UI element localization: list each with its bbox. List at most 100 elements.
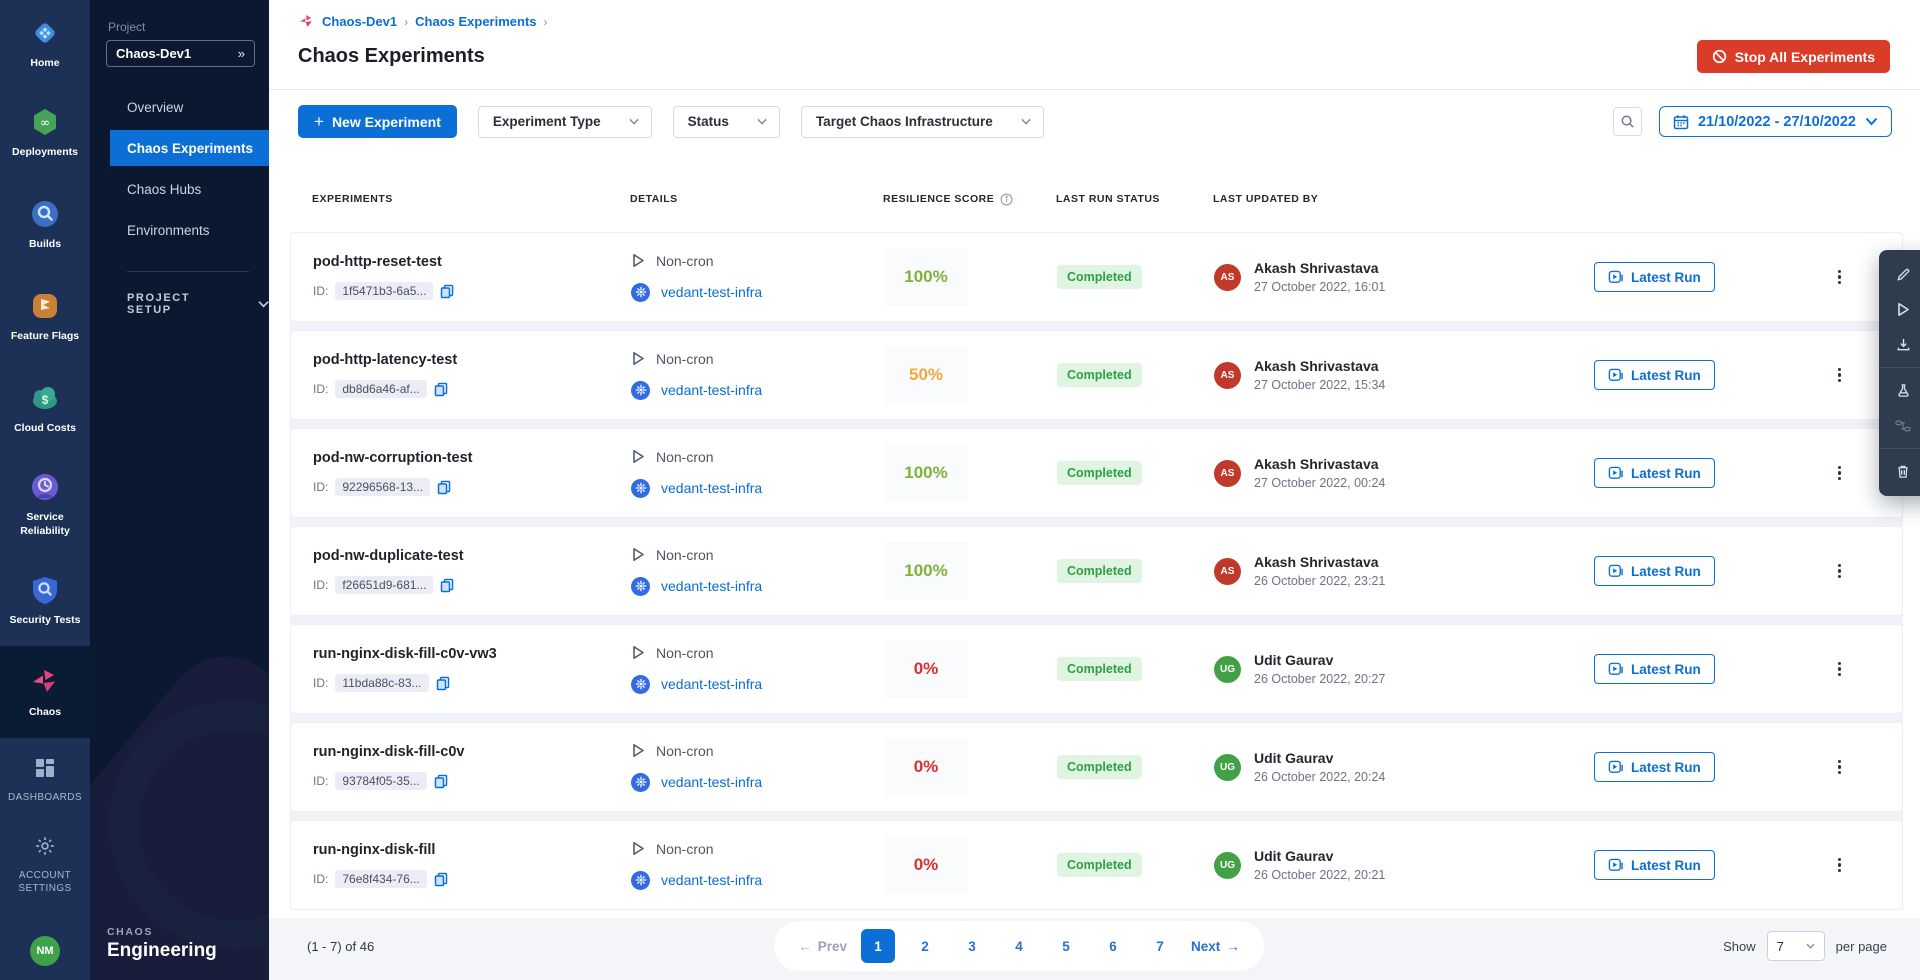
project-selector[interactable]: Chaos-Dev1 » [106, 40, 255, 67]
sidebar-item-home[interactable]: Home [0, 0, 90, 86]
avatar[interactable]: NM [30, 936, 60, 966]
sidebar-item-chaos-experiments[interactable]: Chaos Experiments [110, 130, 269, 166]
copy-icon[interactable] [434, 382, 448, 397]
menu-item-download-experiment[interactable]: Download Experiment [1879, 327, 1920, 362]
experiment-name[interactable]: pod-nw-duplicate-test [313, 548, 464, 564]
experiment-row[interactable]: run-nginx-disk-fill ID: 76e8f434-76... N… [290, 820, 1903, 910]
menu-item-edit-experiment[interactable]: Edit Experiment [1879, 257, 1920, 292]
experiment-row[interactable]: pod-http-latency-test ID: db8d6a46-af...… [290, 330, 1903, 420]
row-menu-kebab-icon[interactable] [1833, 363, 1846, 388]
page-button-6[interactable]: 6 [1096, 929, 1130, 963]
updated-by-name: Akash Shrivastava [1254, 554, 1379, 570]
copy-icon[interactable] [440, 578, 454, 593]
experiment-row[interactable]: pod-http-reset-test ID: 1f5471b3-6a5... … [290, 232, 1903, 322]
breadcrumb-link-project[interactable]: Chaos-Dev1 [322, 14, 398, 29]
experiment-name[interactable]: pod-nw-corruption-test [313, 450, 473, 466]
page-button-4[interactable]: 4 [1002, 929, 1036, 963]
new-experiment-button[interactable]: + New Experiment [298, 105, 457, 138]
latest-run-button[interactable]: Latest Run [1594, 850, 1715, 880]
next-page-button[interactable]: Next → [1183, 929, 1248, 963]
sidebar-item-cloud-costs[interactable]: $ Cloud Costs [0, 362, 90, 454]
row-menu-kebab-icon[interactable] [1833, 265, 1846, 290]
sidebar-item-security-tests[interactable]: Security Tests [0, 554, 90, 646]
sidebar-item-overview[interactable]: Overview [127, 99, 184, 115]
prev-page-button[interactable]: ← Prev [790, 929, 855, 963]
menu-item-add-to-chaos-hub[interactable]: Add to Chaos Hub [1879, 373, 1920, 408]
page-button-5[interactable]: 5 [1049, 929, 1083, 963]
sidebar-item-label: Deployments [12, 145, 78, 158]
page-button-2[interactable]: 2 [908, 929, 942, 963]
experiment-row[interactable]: pod-nw-duplicate-test ID: f26651d9-681..… [290, 526, 1903, 616]
experiment-name[interactable]: pod-http-latency-test [313, 352, 458, 368]
kubernetes-icon [631, 282, 650, 302]
per-page-select[interactable]: 7 [1766, 931, 1825, 961]
stop-icon [1712, 49, 1726, 64]
row-menu-kebab-icon[interactable] [1833, 461, 1846, 486]
row-menu-kebab-icon[interactable] [1833, 755, 1846, 780]
page-button-1[interactable]: 1 [860, 929, 895, 963]
experiment-infra-link[interactable]: vedant-test-infra [661, 676, 763, 692]
sidebar-item-deployments[interactable]: ∞ Deployments [0, 86, 90, 178]
sidebar-watermark-ring [109, 700, 269, 950]
menu-item-run-experiment[interactable]: Run Experiment [1879, 292, 1920, 327]
copy-icon[interactable] [440, 284, 454, 299]
latest-run-button[interactable]: Latest Run [1594, 262, 1715, 292]
info-icon[interactable] [1000, 193, 1013, 206]
sidebar-item-chaos[interactable]: Chaos [0, 646, 90, 738]
copy-icon[interactable] [434, 774, 448, 789]
updated-by-date: 27 October 2022, 15:34 [1254, 378, 1386, 392]
latest-run-button[interactable]: Latest Run [1594, 556, 1715, 586]
experiment-row[interactable]: run-nginx-disk-fill-c0v-vw3 ID: 11bda88c… [290, 624, 1903, 714]
experiment-name[interactable]: run-nginx-disk-fill-c0v [313, 744, 465, 760]
filter-target-chaos-infrastructure[interactable]: Target Chaos Infrastructure [800, 105, 1044, 138]
status-badge: Completed [1057, 853, 1142, 877]
breadcrumb: Chaos-Dev1 › Chaos Experiments › [298, 13, 1890, 30]
experiment-name[interactable]: run-nginx-disk-fill [313, 842, 436, 858]
date-range-picker[interactable]: 21/10/2022 - 27/10/2022 [1658, 106, 1892, 137]
latest-run-button[interactable]: Latest Run [1594, 458, 1715, 488]
filter-experiment-type[interactable]: Experiment Type [477, 105, 652, 138]
project-setup-section[interactable]: PROJECT SETUP [127, 292, 269, 316]
collapse-sidebar-icon[interactable]: » [237, 46, 245, 61]
experiment-infra-link[interactable]: vedant-test-infra [661, 872, 763, 888]
experiment-infra-link[interactable]: vedant-test-infra [661, 284, 763, 300]
latest-run-button[interactable]: Latest Run [1594, 654, 1715, 684]
svg-text:$: $ [42, 393, 49, 407]
menu-item-delete-experiment[interactable]: Delete Experiment [1879, 454, 1920, 489]
sidebar-item-dashboards[interactable]: DASHBOARDS [0, 738, 90, 818]
sidebar-item-account-settings[interactable]: ACCOUNT SETTINGS [0, 818, 90, 906]
row-menu-kebab-icon[interactable] [1833, 559, 1846, 584]
experiment-row[interactable]: run-nginx-disk-fill-c0v ID: 93784f05-35.… [290, 722, 1903, 812]
experiment-id-label: ID: [313, 480, 329, 494]
kubernetes-icon [631, 478, 650, 498]
sidebar-item-builds[interactable]: Builds [0, 178, 90, 270]
experiment-name[interactable]: run-nginx-disk-fill-c0v-vw3 [313, 646, 497, 662]
sidebar-item-chaos-hubs[interactable]: Chaos Hubs [127, 181, 202, 197]
copy-icon[interactable] [434, 872, 448, 887]
page-button-7[interactable]: 7 [1143, 929, 1177, 963]
search-button[interactable] [1612, 107, 1642, 136]
breadcrumb-link-page[interactable]: Chaos Experiments [415, 14, 537, 29]
row-menu-kebab-icon[interactable] [1833, 657, 1846, 682]
page-button-3[interactable]: 3 [955, 929, 989, 963]
experiment-infra-link[interactable]: vedant-test-infra [661, 382, 763, 398]
row-menu-kebab-icon[interactable] [1833, 853, 1846, 878]
experiment-name[interactable]: pod-http-reset-test [313, 254, 442, 270]
experiment-infra-link[interactable]: vedant-test-infra [661, 480, 763, 496]
pagination-range: (1 - 7) of 46 [307, 938, 375, 954]
filter-status[interactable]: Status [672, 105, 780, 138]
copy-icon[interactable] [437, 480, 451, 495]
latest-run-label: Latest Run [1631, 759, 1701, 775]
sidebar-item-service-reliability[interactable]: Service Reliability [0, 454, 90, 554]
experiment-row[interactable]: pod-nw-corruption-test ID: 92296568-13..… [290, 428, 1903, 518]
latest-run-button[interactable]: Latest Run [1594, 752, 1715, 782]
sidebar-item-feature-flags[interactable]: Feature Flags [0, 270, 90, 362]
copy-icon[interactable] [436, 676, 450, 691]
sidebar-item-environments[interactable]: Environments [127, 222, 210, 238]
experiment-infra-link[interactable]: vedant-test-infra [661, 578, 763, 594]
latest-run-button[interactable]: Latest Run [1594, 360, 1715, 390]
stop-all-experiments-button[interactable]: Stop All Experiments [1696, 40, 1890, 73]
experiment-infra-link[interactable]: vedant-test-infra [661, 774, 763, 790]
sidebar-item-label: Builds [28, 237, 62, 250]
